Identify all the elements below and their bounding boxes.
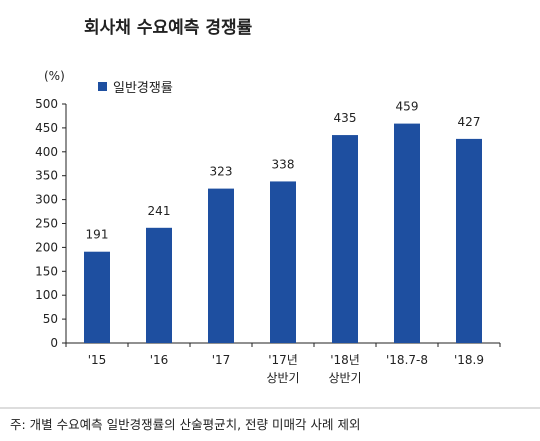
y-tick-label: 450 [35,121,58,135]
chart-title: 회사채 수요예측 경쟁률 [84,18,253,38]
y-tick-label: 350 [35,169,58,183]
bar [394,123,420,344]
bar-series [84,123,482,344]
data-label: 338 [272,157,295,171]
y-tick-label: 50 [43,312,58,326]
x-tick-label: '17년 [268,353,298,367]
y-tick-label: 0 [50,336,58,350]
x-tick-label: '16 [150,353,169,367]
bar [332,135,358,343]
bar [208,188,234,343]
x-tick-label: '18.7-8 [386,353,428,367]
x-tick-label: '15 [88,353,107,367]
y-axis-unit-label: (%) [44,69,65,83]
y-tick-label: 250 [35,217,58,231]
y-axis: 0 50 100 150 200 250 300 350 400 450 500 [35,97,67,350]
data-label: 459 [396,100,419,114]
x-axis [65,342,501,347]
legend: 일반경쟁률 [98,81,173,96]
bar [270,181,296,343]
y-tick-label: 300 [35,193,58,207]
x-tick-label: '17 [212,353,231,367]
y-tick-label: 150 [35,264,58,278]
value-labels: 191 241 323 338 435 459 427 [86,100,481,242]
x-tick-label: 상반기 [266,371,299,385]
data-label: 241 [148,204,171,218]
data-label: 191 [86,228,109,242]
bar [84,251,110,343]
legend-label: 일반경쟁률 [113,81,173,96]
x-tick-label: 상반기 [328,371,361,385]
data-label: 427 [458,115,481,129]
y-tick-label: 500 [35,97,58,111]
y-tick-label: 400 [35,145,58,159]
bar [456,138,482,343]
x-tick-label: '18년 [330,353,360,367]
y-tick-label: 100 [35,288,58,302]
data-label: 435 [334,111,357,125]
data-label: 323 [210,165,233,179]
x-tick-label: '18.9 [454,353,484,367]
footnote: 주: 개별 수요예측 일반경쟁률의 산술평균치, 전량 미매각 사례 제외 [10,417,360,432]
y-tick-label: 200 [35,240,58,254]
bar [146,227,172,343]
legend-swatch [98,82,107,91]
